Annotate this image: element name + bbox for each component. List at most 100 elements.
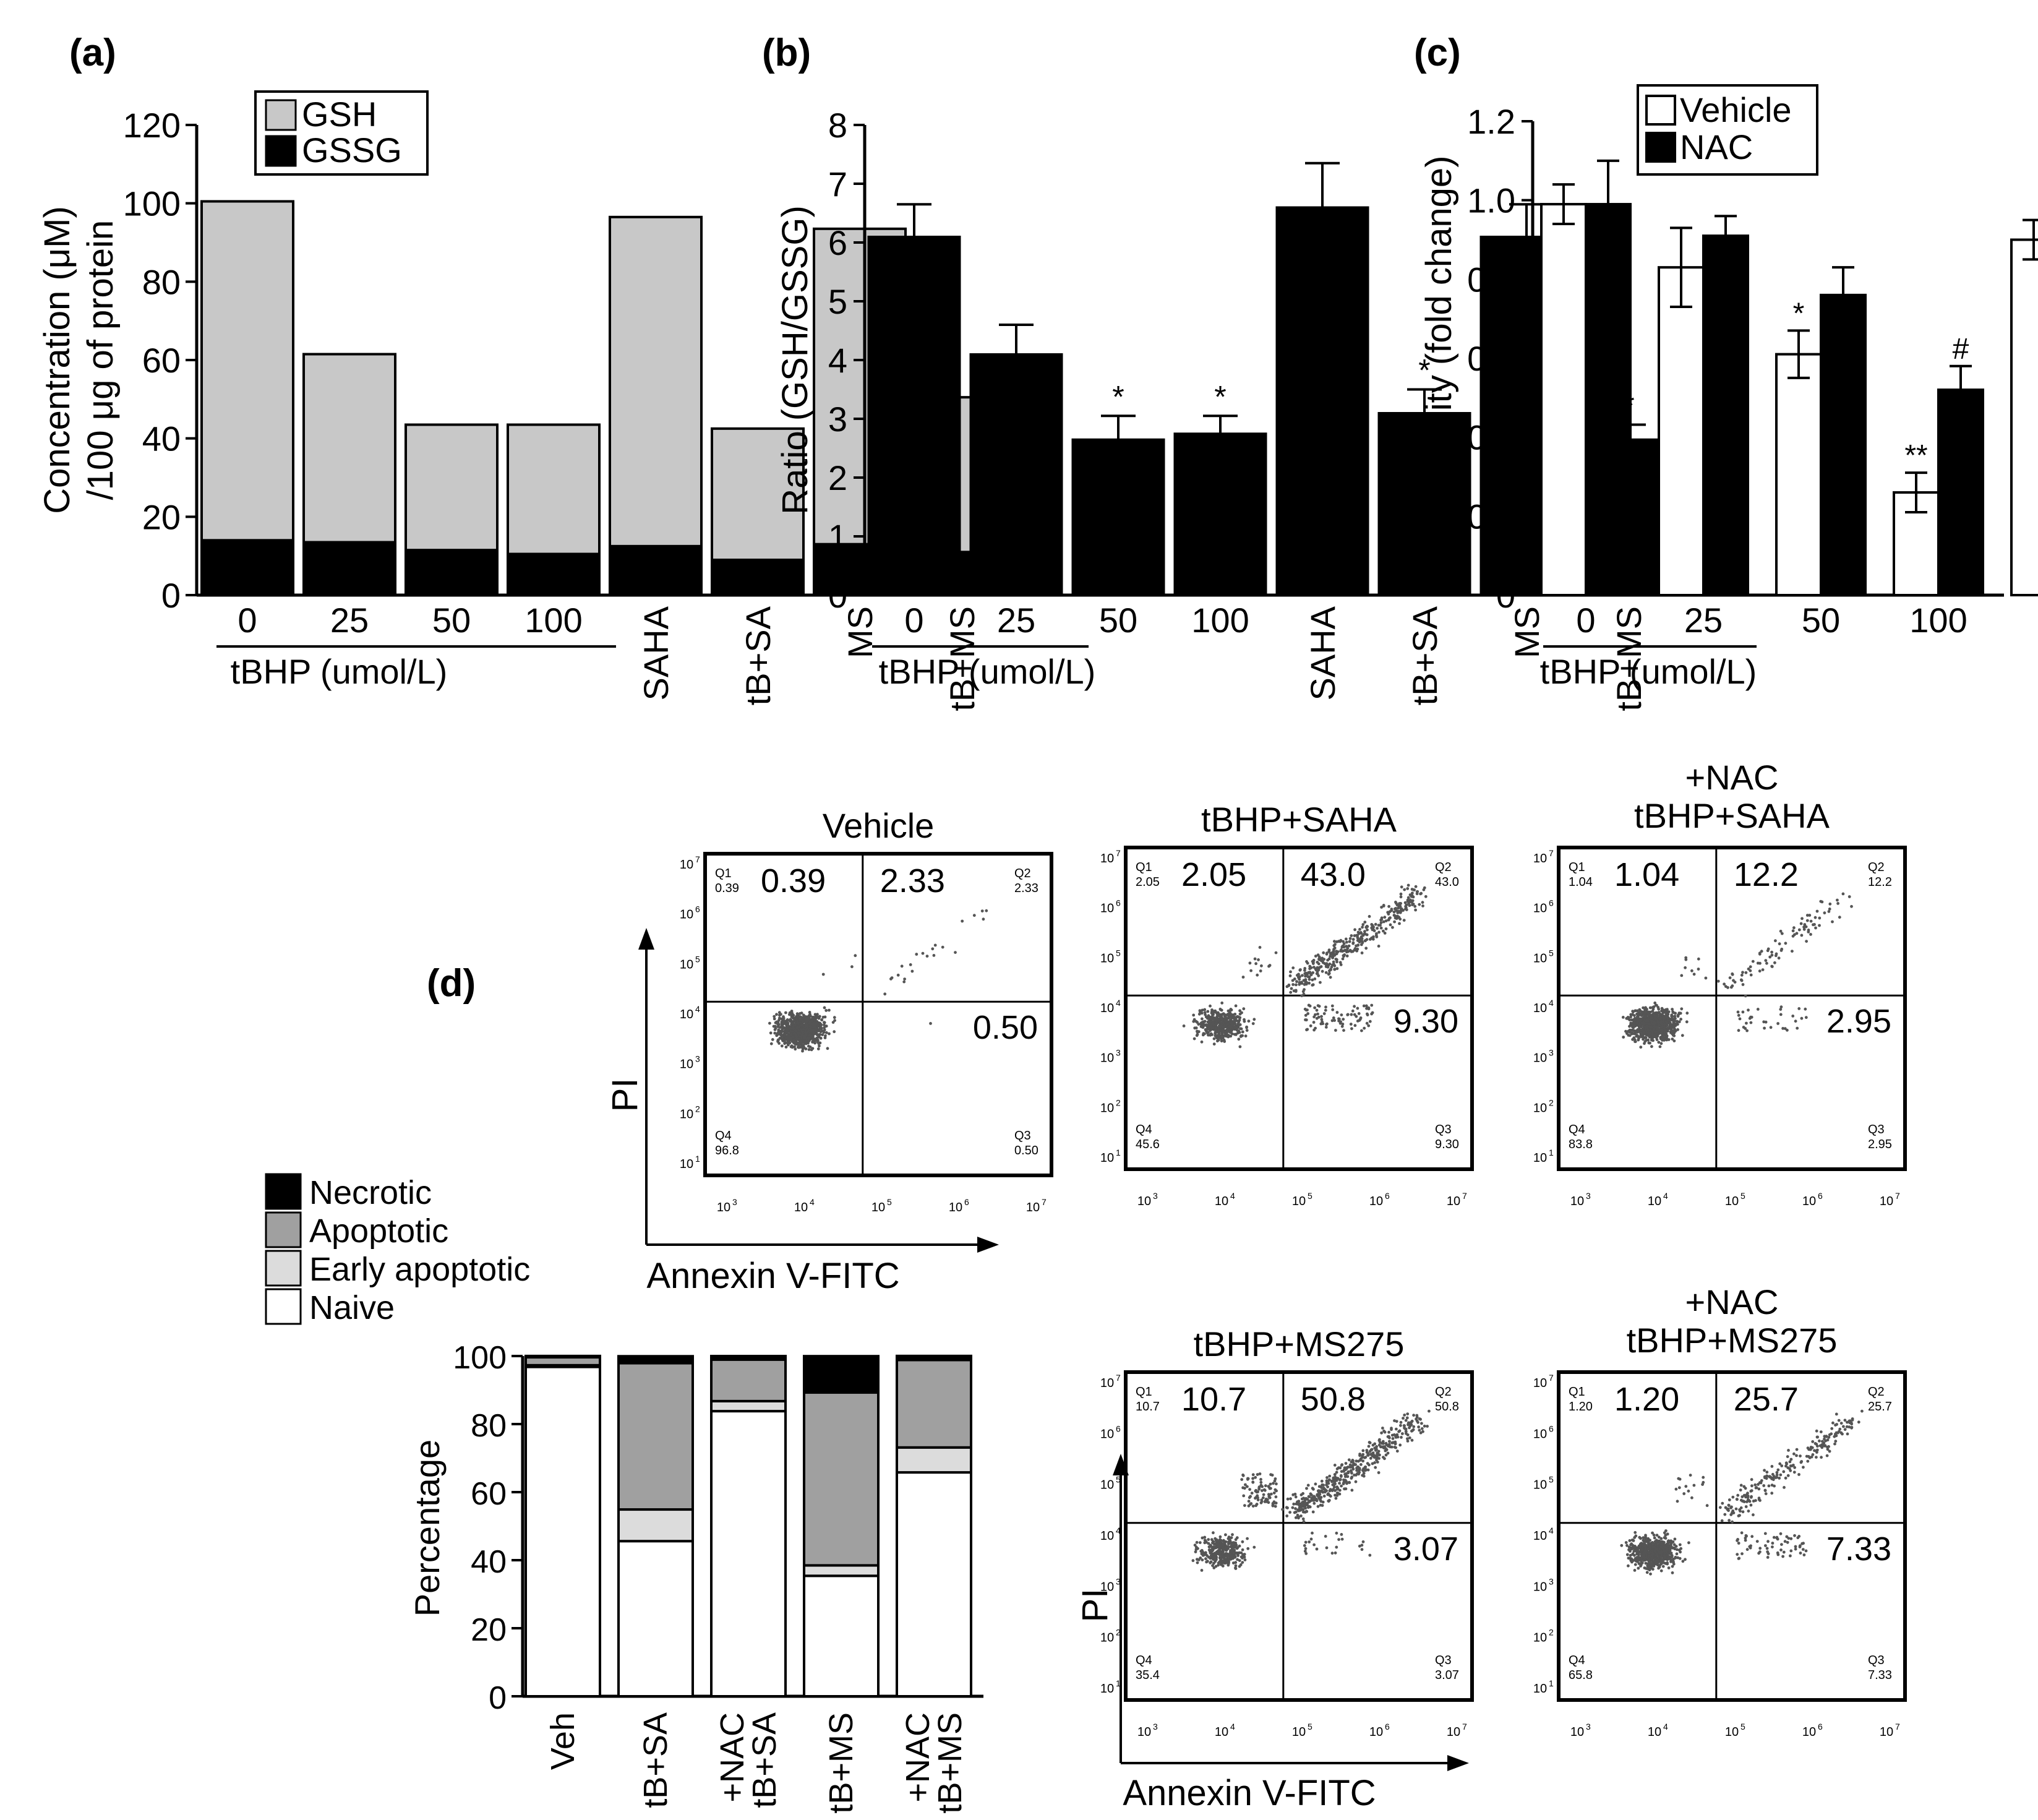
event-dot (1330, 1004, 1334, 1008)
axis-label-pi: PI (605, 1078, 645, 1112)
event-dot (1419, 892, 1423, 896)
event-dot (785, 1028, 789, 1031)
event-dot (1343, 953, 1347, 956)
event-dot (1421, 901, 1424, 904)
event-dot (826, 1047, 829, 1050)
event-dot (1209, 1032, 1213, 1036)
x-tick-label: 10 (949, 1201, 962, 1214)
event-dot (1659, 1537, 1663, 1540)
event-dot (1242, 1494, 1246, 1498)
event-dot (1659, 1021, 1663, 1024)
event-dot (1251, 1505, 1255, 1508)
event-dot (1217, 1033, 1220, 1037)
event-dots (1620, 1409, 1864, 1576)
event-dot (1749, 965, 1752, 969)
event-dot (1351, 1009, 1355, 1013)
y-tick-exponent: 4 (1116, 998, 1121, 1008)
event-dot (1354, 1480, 1358, 1483)
legend-swatch (265, 1211, 302, 1248)
event-dot (1300, 994, 1304, 997)
event-dot (1294, 1495, 1298, 1499)
event-dot (1200, 1040, 1204, 1044)
event-dot (824, 1031, 828, 1034)
event-dot (1805, 914, 1809, 917)
event-dot (1366, 1462, 1369, 1466)
event-dot (1828, 1433, 1831, 1436)
event-dot (1667, 1555, 1671, 1558)
event-dot (778, 1013, 781, 1017)
event-dot (1304, 1501, 1308, 1505)
event-dot (1846, 1432, 1849, 1436)
event-dot (1640, 1014, 1643, 1017)
event-dot (1212, 1545, 1215, 1548)
event-dot (1404, 1419, 1408, 1422)
event-dot (1676, 1019, 1679, 1023)
event-dot (787, 1043, 790, 1047)
event-dot (1860, 1409, 1864, 1413)
event-dot (1345, 954, 1349, 958)
y-tick-label: 10 (680, 1008, 693, 1021)
event-dot (1308, 1505, 1312, 1509)
event-dot (771, 1038, 774, 1041)
event-dot (1763, 1532, 1767, 1535)
event-dot (1376, 1461, 1379, 1464)
event-dot (1244, 1483, 1247, 1487)
event-dot (1304, 1540, 1308, 1544)
event-dot (1376, 927, 1379, 930)
event-dot (1723, 1513, 1727, 1516)
event-dot (823, 1026, 826, 1029)
x-tick-label: 50 (1802, 601, 1840, 640)
event-dot (1371, 1011, 1374, 1015)
event-dot (1399, 1420, 1403, 1424)
event-dot (1390, 1445, 1394, 1449)
x-tick-label: 10 (1725, 1195, 1739, 1208)
event-dot (1262, 1493, 1265, 1496)
event-dot (1731, 1520, 1734, 1524)
event-dot (1677, 1486, 1681, 1490)
y-axis-label: /100 μg of protein (80, 220, 121, 500)
event-dot (1674, 1555, 1677, 1559)
event-dot (1818, 924, 1821, 927)
event-dot (1269, 1473, 1273, 1477)
x-tick-exponent: 5 (887, 1197, 892, 1207)
event-dot (1659, 1013, 1663, 1016)
event-dot (1811, 1453, 1815, 1456)
event-dot (1389, 916, 1392, 919)
event-dot (1334, 1482, 1337, 1486)
event-dot (791, 1035, 795, 1039)
event-dot (1318, 1493, 1322, 1496)
event-dot (1368, 1441, 1372, 1444)
event-dot (1402, 1424, 1406, 1427)
event-dot (1251, 1473, 1255, 1477)
x-tick-label: +NAC (899, 1712, 936, 1803)
event-dot (1311, 1496, 1314, 1500)
event-dot (1809, 933, 1812, 936)
event-dot (1655, 1011, 1659, 1015)
event-dot (1377, 1457, 1381, 1460)
bar-nac (1585, 203, 1632, 596)
event-dot (1798, 1545, 1802, 1549)
y-axis-label: Concentration (μM) (37, 206, 77, 514)
event-dot (1804, 925, 1808, 929)
y-tick-label: 0.6 (1467, 339, 1515, 378)
event-dot (1813, 1449, 1816, 1453)
event-dot (1233, 1013, 1237, 1016)
event-dot (804, 1021, 808, 1024)
event-dot (1236, 1553, 1239, 1556)
plot-frame (703, 852, 1053, 1177)
event-dot (1203, 1019, 1206, 1023)
event-dot (769, 1042, 773, 1045)
x-tick-exponent: 4 (1663, 1191, 1668, 1201)
event-dot (1763, 1026, 1766, 1030)
event-dot (1325, 1483, 1328, 1487)
x-tick-label: 10 (1215, 1725, 1228, 1739)
event-dot (1370, 923, 1374, 926)
x-tick-label: 10 (1570, 1195, 1584, 1208)
event-dot (1644, 1537, 1648, 1540)
event-dot (1674, 1487, 1678, 1491)
event-dot (1831, 920, 1834, 924)
event-dot (1238, 1559, 1241, 1563)
event-dot (833, 1016, 836, 1019)
